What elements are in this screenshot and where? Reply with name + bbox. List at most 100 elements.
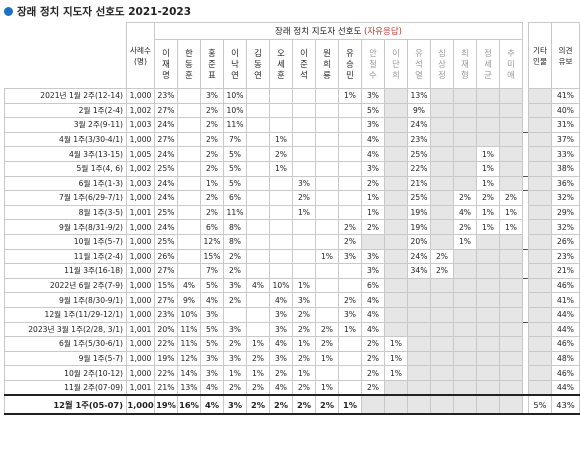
- none-cell: 44%: [551, 321, 580, 338]
- sample-count-cell: 1,000: [126, 219, 155, 235]
- value-cell: 2%: [430, 263, 454, 279]
- value-cell: 2%: [292, 394, 316, 416]
- value-cell: [338, 204, 362, 221]
- none-cell: 43%: [551, 394, 580, 416]
- value-cell: [292, 248, 316, 265]
- row-label: 10월 1주(5-7): [4, 233, 127, 250]
- value-cell: [499, 102, 523, 119]
- value-cell: 1%: [338, 321, 362, 338]
- value-cell: 3%: [223, 394, 247, 416]
- value-cell: 24%: [154, 175, 178, 192]
- table-row: 4월 3주(13-15) 1,005 24% 2% 5% 2% 4% 25% 1% 33%: [4, 146, 580, 162]
- value-cell: 2%: [292, 306, 316, 323]
- value-cell: [338, 365, 362, 381]
- value-cell: 12%: [177, 350, 201, 367]
- value-cell: [246, 146, 270, 162]
- value-cell: [384, 146, 408, 162]
- table-row: 4월 1주(3/30-4/1) 1,000 27% 2% 7% 1% 4% 23% 37%: [4, 131, 580, 148]
- none-cell: 46%: [551, 277, 580, 294]
- value-cell: 10%: [223, 88, 247, 104]
- gap-cell: [522, 175, 529, 191]
- value-cell: [453, 365, 477, 381]
- value-cell: 22%: [407, 160, 431, 177]
- sample-count-cell: 1,003: [126, 175, 155, 192]
- value-cell: 24%: [154, 146, 178, 162]
- value-cell: [499, 248, 523, 265]
- none-cell: 41%: [551, 292, 580, 308]
- value-cell: [384, 277, 408, 294]
- value-cell: [453, 394, 477, 416]
- value-cell: 1%: [292, 336, 316, 352]
- table-title-main: 장래 정치 지도자 선호도: [275, 27, 362, 37]
- value-cell: [246, 306, 270, 323]
- sample-count-cell: 1,000: [126, 248, 155, 265]
- value-cell: [430, 350, 454, 367]
- gap-cell: [522, 190, 529, 206]
- value-cell: 3%: [361, 248, 385, 265]
- value-cell: [269, 233, 293, 250]
- value-cell: [453, 131, 477, 148]
- value-cell: 1%: [315, 379, 339, 396]
- value-cell: 2%: [269, 146, 293, 162]
- value-cell: [499, 336, 523, 352]
- value-cell: [292, 117, 316, 133]
- value-cell: [453, 336, 477, 352]
- etc-cell: [528, 248, 552, 265]
- value-cell: [499, 233, 523, 250]
- value-cell: [338, 175, 362, 192]
- sample-count-cell: 1,000: [126, 233, 155, 250]
- value-cell: 4%: [361, 292, 385, 308]
- value-cell: 25%: [154, 204, 178, 221]
- value-cell: 2%: [246, 379, 270, 396]
- value-cell: [338, 102, 362, 119]
- none-cell: 31%: [551, 117, 580, 133]
- value-cell: [430, 233, 454, 250]
- value-cell: 7%: [223, 131, 247, 148]
- value-cell: [430, 146, 454, 162]
- value-cell: 1%: [338, 88, 362, 104]
- value-cell: [499, 131, 523, 148]
- value-cell: 1%: [499, 219, 523, 235]
- value-cell: [476, 88, 500, 104]
- value-cell: [453, 350, 477, 367]
- sample-count-cell: 1,000: [126, 336, 155, 352]
- etc-cell: [528, 88, 552, 104]
- value-cell: [430, 379, 454, 396]
- value-cell: [499, 160, 523, 177]
- value-cell: [292, 131, 316, 148]
- value-cell: 1%: [361, 204, 385, 221]
- etc-header: 기타 인물: [528, 22, 552, 89]
- value-cell: [177, 146, 201, 162]
- value-cell: [384, 117, 408, 133]
- value-cell: 19%: [154, 394, 178, 416]
- value-cell: 3%: [200, 306, 224, 323]
- value-cell: 1%: [476, 160, 500, 177]
- value-cell: [407, 365, 431, 381]
- value-cell: 14%: [177, 365, 201, 381]
- value-cell: [338, 190, 362, 206]
- value-cell: [361, 233, 385, 250]
- value-cell: 25%: [407, 190, 431, 206]
- value-cell: 2%: [361, 379, 385, 396]
- value-cell: 11%: [177, 321, 201, 338]
- value-cell: 4%: [361, 306, 385, 323]
- value-cell: [430, 131, 454, 148]
- value-cell: 2%: [361, 336, 385, 352]
- value-cell: 27%: [154, 263, 178, 279]
- value-cell: 2%: [499, 190, 523, 206]
- value-cell: 3%: [269, 306, 293, 323]
- value-cell: [499, 394, 523, 416]
- value-cell: 2%: [476, 190, 500, 206]
- table-title-header: 장래 정치 지도자 선호도 (자유응답): [154, 22, 523, 40]
- value-cell: [453, 160, 477, 177]
- value-cell: [430, 204, 454, 221]
- value-cell: 3%: [223, 321, 247, 338]
- value-cell: [476, 102, 500, 119]
- value-cell: [315, 131, 339, 148]
- etc-cell: [528, 146, 552, 162]
- value-cell: 3%: [361, 88, 385, 104]
- value-cell: 1%: [223, 365, 247, 381]
